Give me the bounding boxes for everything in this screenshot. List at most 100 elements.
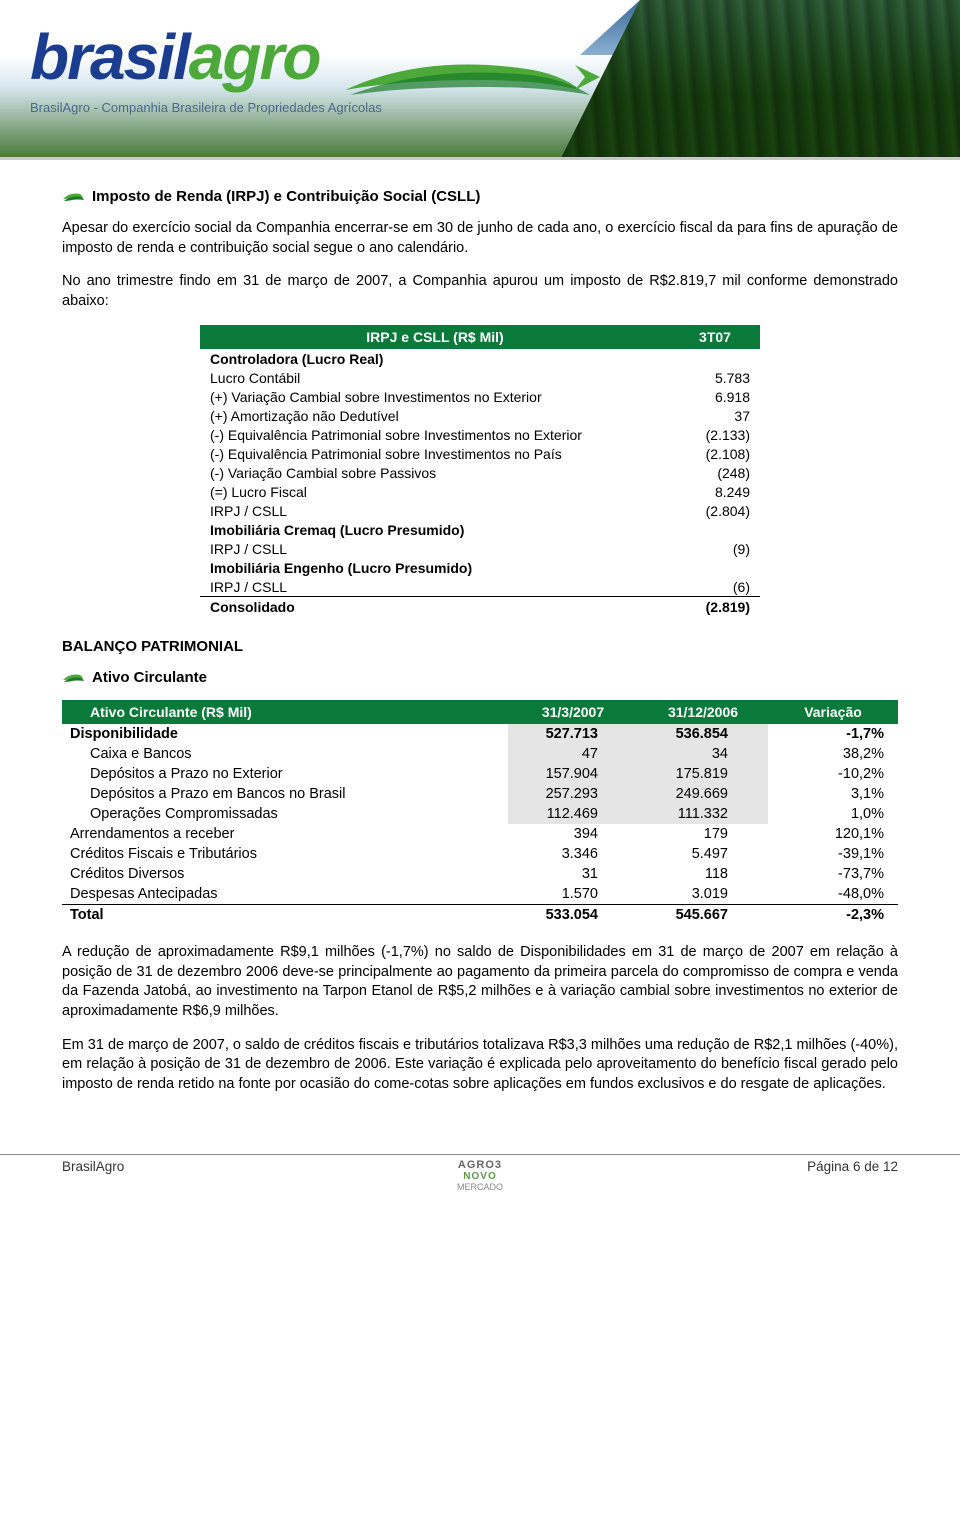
tbl2-row-label: Caixa e Bancos <box>62 744 508 764</box>
tbl1-row-label: IRPJ / CSLL <box>200 501 670 520</box>
tbl2-row-pct: 38,2% <box>768 744 898 764</box>
tbl1-row-label: Lucro Contábil <box>200 368 670 387</box>
tbl2-row-v1: 112.469 <box>508 804 638 824</box>
logo-text-brasil: brasil <box>30 21 189 93</box>
tbl2-row-label: Disponibilidade <box>62 724 508 744</box>
tbl2-row-pct: 3,1% <box>768 784 898 804</box>
tbl2-row-v2: 34 <box>638 744 768 764</box>
footer-right: Página 6 de 12 <box>807 1159 898 1174</box>
tbl1-row-value: 37 <box>670 406 760 425</box>
subheading-text: Ativo Circulante <box>92 669 207 686</box>
tbl2-row-v2: 545.667 <box>638 905 768 926</box>
tbl2-row-v1: 527.713 <box>508 724 638 744</box>
tbl1-row-value <box>670 520 760 539</box>
tbl2-row-label: Despesas Antecipadas <box>62 884 508 905</box>
tbl1-row-label: (-) Equivalência Patrimonial sobre Inves… <box>200 425 670 444</box>
tbl2-row-v2: 536.854 <box>638 724 768 744</box>
tbl1-header-left: IRPJ e CSLL (R$ Mil) <box>200 325 670 349</box>
tbl1-row-value <box>670 349 760 368</box>
tbl2-h3: Variação <box>768 700 898 724</box>
tbl1-row-label: Imobiliária Cremaq (Lucro Presumido) <box>200 520 670 539</box>
para-2: No ano trimestre findo em 31 de março de… <box>62 272 898 311</box>
tbl2-row-pct: -10,2% <box>768 764 898 784</box>
tbl2-row-v1: 394 <box>508 824 638 844</box>
tbl2-row-label: Depósitos a Prazo no Exterior <box>62 764 508 784</box>
para-4: Em 31 de março de 2007, o saldo de crédi… <box>62 1036 898 1095</box>
tbl2-row-v2: 249.669 <box>638 784 768 804</box>
tbl1-row-value: 5.783 <box>670 368 760 387</box>
tbl2-row-v1: 157.904 <box>508 764 638 784</box>
tbl1-row-label: (-) Variação Cambial sobre Passivos <box>200 463 670 482</box>
tbl2-row-pct: -39,1% <box>768 844 898 864</box>
tbl2-row-v2: 118 <box>638 864 768 884</box>
tbl1-header-right: 3T07 <box>670 325 760 349</box>
tbl1-row-value <box>670 558 760 577</box>
tbl1-row-value: (2.804) <box>670 501 760 520</box>
tbl2-row-v1: 257.293 <box>508 784 638 804</box>
section-heading-balanco: BALANÇO PATRIMONIAL <box>62 638 898 655</box>
tbl2-row-label: Operações Compromissadas <box>62 804 508 824</box>
tagline: BrasilAgro - Companhia Brasileira de Pro… <box>30 100 382 115</box>
header-banner: brasilagro BrasilAgro - Companhia Brasil… <box>0 0 960 160</box>
subheading-ativo: Ativo Circulante <box>62 669 898 686</box>
tbl1-row-value: 6.918 <box>670 387 760 406</box>
footer-center-logo: AGRO3 NOVO MERCADO <box>457 1159 503 1192</box>
para-1: Apesar do exercício social da Companhia … <box>62 219 898 258</box>
footer-mercado: MERCADO <box>457 1182 503 1192</box>
footer-novo: NOVO <box>457 1171 503 1182</box>
leaf-bullet-icon <box>62 191 84 203</box>
page-footer: BrasilAgro AGRO3 NOVO MERCADO Página 6 d… <box>0 1154 960 1174</box>
table-ativo-circulante: Ativo Circulante (R$ Mil) 31/3/2007 31/1… <box>62 700 898 925</box>
tbl2-row-pct: -73,7% <box>768 864 898 884</box>
tbl1-row-label: (+) Variação Cambial sobre Investimentos… <box>200 387 670 406</box>
tbl1-row-label: IRPJ / CSLL <box>200 577 670 597</box>
tbl1-row-label: Controladora (Lucro Real) <box>200 349 670 368</box>
tbl1-row-label: IRPJ / CSLL <box>200 539 670 558</box>
logo-text-agro: agro <box>189 21 320 93</box>
tbl2-row-v2: 5.497 <box>638 844 768 864</box>
tbl2-row-v2: 175.819 <box>638 764 768 784</box>
tbl2-row-v1: 533.054 <box>508 905 638 926</box>
tbl1-row-value: (6) <box>670 577 760 597</box>
tbl1-row-value: 8.249 <box>670 482 760 501</box>
tbl1-row-value: (2.108) <box>670 444 760 463</box>
tbl2-row-pct: -48,0% <box>768 884 898 905</box>
tbl2-row-label: Créditos Fiscais e Tributários <box>62 844 508 864</box>
tbl1-row-value: (2.819) <box>670 597 760 617</box>
tbl2-row-v2: 179 <box>638 824 768 844</box>
tbl1-row-value: (2.133) <box>670 425 760 444</box>
tbl2-row-pct: 120,1% <box>768 824 898 844</box>
footer-agro3: AGRO3 <box>457 1159 503 1171</box>
tbl1-row-value: (248) <box>670 463 760 482</box>
tbl1-row-label: (+) Amortização não Dedutível <box>200 406 670 425</box>
swoosh-icon <box>340 50 600 105</box>
tbl2-row-pct: -2,3% <box>768 905 898 926</box>
logo: brasilagro <box>30 20 319 94</box>
tbl2-row-label: Créditos Diversos <box>62 864 508 884</box>
tbl1-row-label: (-) Equivalência Patrimonial sobre Inves… <box>200 444 670 463</box>
tbl2-row-pct: 1,0% <box>768 804 898 824</box>
tbl1-row-label: Consolidado <box>200 597 670 617</box>
tbl2-h2: 31/12/2006 <box>638 700 768 724</box>
tbl2-row-v1: 1.570 <box>508 884 638 905</box>
tbl2-row-v1: 31 <box>508 864 638 884</box>
tbl2-row-v2: 3.019 <box>638 884 768 905</box>
tbl2-h1: 31/3/2007 <box>508 700 638 724</box>
table-irpj-csll: IRPJ e CSLL (R$ Mil) 3T07 Controladora (… <box>200 325 760 616</box>
tbl2-row-v2: 111.332 <box>638 804 768 824</box>
tbl1-row-label: Imobiliária Engenho (Lucro Presumido) <box>200 558 670 577</box>
heading-text: Imposto de Renda (IRPJ) e Contribuição S… <box>92 188 480 205</box>
section-heading-irpj: Imposto de Renda (IRPJ) e Contribuição S… <box>62 188 898 205</box>
footer-left: BrasilAgro <box>62 1159 124 1174</box>
tbl2-row-label: Depósitos a Prazo em Bancos no Brasil <box>62 784 508 804</box>
tbl2-row-label: Arrendamentos a receber <box>62 824 508 844</box>
para-3: A redução de aproximadamente R$9,1 milhõ… <box>62 943 898 1021</box>
tbl2-row-v1: 3.346 <box>508 844 638 864</box>
leaf-bullet-icon <box>62 672 84 684</box>
tbl1-row-value: (9) <box>670 539 760 558</box>
tbl1-row-label: (=) Lucro Fiscal <box>200 482 670 501</box>
tbl2-row-v1: 47 <box>508 744 638 764</box>
tbl2-row-label: Total <box>62 905 508 926</box>
tbl2-h0: Ativo Circulante (R$ Mil) <box>62 700 508 724</box>
tbl2-row-pct: -1,7% <box>768 724 898 744</box>
